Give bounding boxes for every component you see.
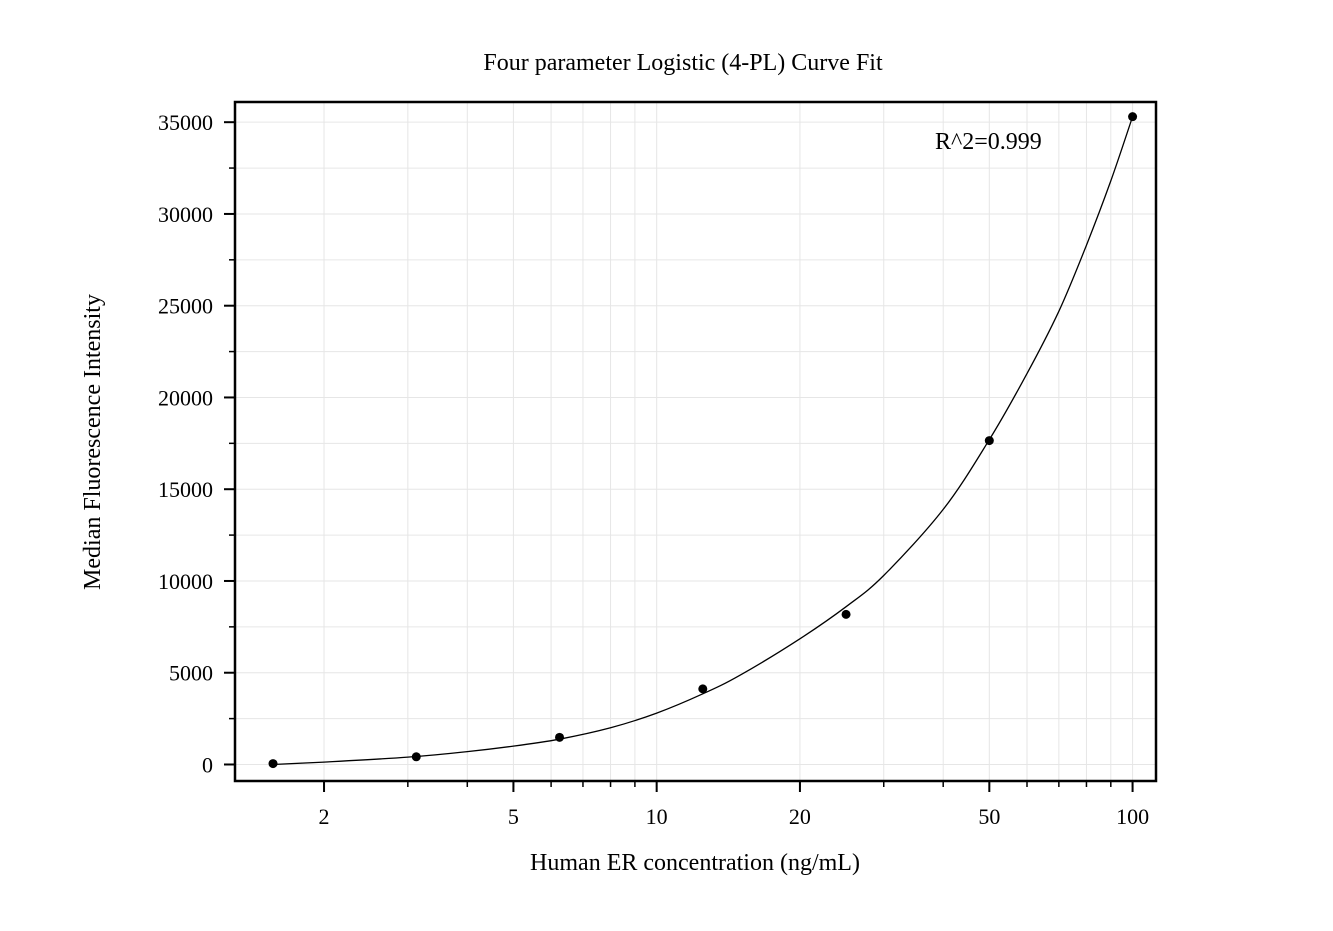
x-tick-label: 20: [789, 804, 811, 829]
y-tick-label: 15000: [158, 477, 213, 502]
y-tick-label: 20000: [158, 385, 213, 410]
fit-curve-group: [272, 116, 1134, 766]
data-point: [411, 752, 421, 762]
plot-frame: [233, 100, 1158, 783]
y-tick-label: 5000: [169, 661, 213, 686]
x-tick-label: 10: [646, 804, 668, 829]
x-tick-label: 50: [978, 804, 1000, 829]
x-tick-label: 5: [508, 804, 519, 829]
x-tick-label: 2: [319, 804, 330, 829]
data-points: [268, 112, 1138, 769]
x-axis-label: Human ER concentration (ng/mL): [530, 850, 860, 876]
grid: [235, 102, 1156, 781]
data-point: [698, 684, 708, 694]
data-point: [984, 436, 994, 446]
x-tick-label: 100: [1116, 804, 1149, 829]
chart-title: Four parameter Logistic (4-PL) Curve Fit: [483, 50, 883, 76]
y-tick-label: 0: [202, 752, 213, 777]
y-tick-label: 30000: [158, 202, 213, 227]
data-point: [268, 759, 278, 769]
data-point: [841, 609, 851, 619]
y-axis-label: Median Fluorescence Intensity: [80, 294, 106, 590]
y-tick-label: 10000: [158, 569, 213, 594]
data-point: [555, 732, 565, 742]
y-tick-label: 25000: [158, 294, 213, 319]
y-tick-label: 35000: [158, 110, 213, 135]
fit-curve: [272, 116, 1134, 766]
axes: 2 5 10 20 50 100 0 5000 10000 15000 20000 25000 3000…: [158, 110, 1149, 829]
data-point: [1128, 112, 1138, 122]
r-squared-annotation: R^2=0.999: [935, 129, 1042, 155]
